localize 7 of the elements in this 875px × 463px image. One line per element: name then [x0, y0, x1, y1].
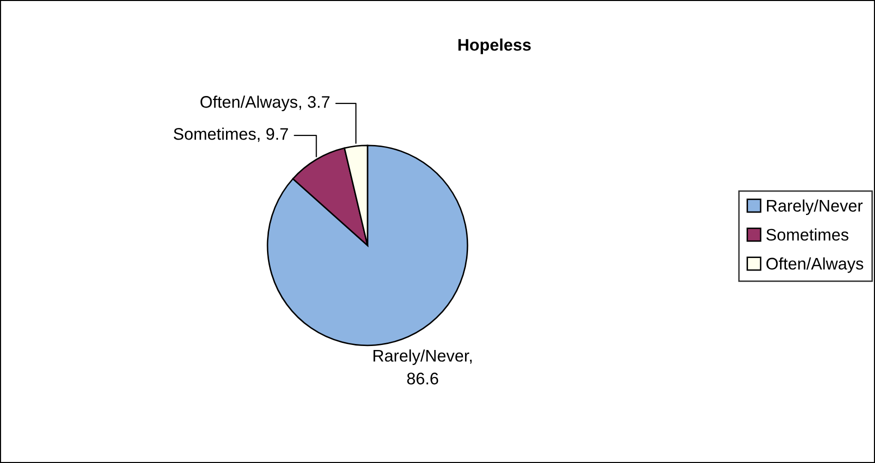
chart-title: Hopeless: [458, 38, 531, 54]
legend-label: Sometimes: [766, 228, 848, 241]
data-label: Often/Always, 3.7: [200, 96, 330, 112]
data-label: Sometimes, 9.7: [174, 128, 288, 142]
legend-label: Often/Always: [766, 257, 864, 273]
legend-label: Rarely/Never: [766, 199, 863, 215]
data-label: Rarely/Never, 86.6: [374, 349, 472, 384]
